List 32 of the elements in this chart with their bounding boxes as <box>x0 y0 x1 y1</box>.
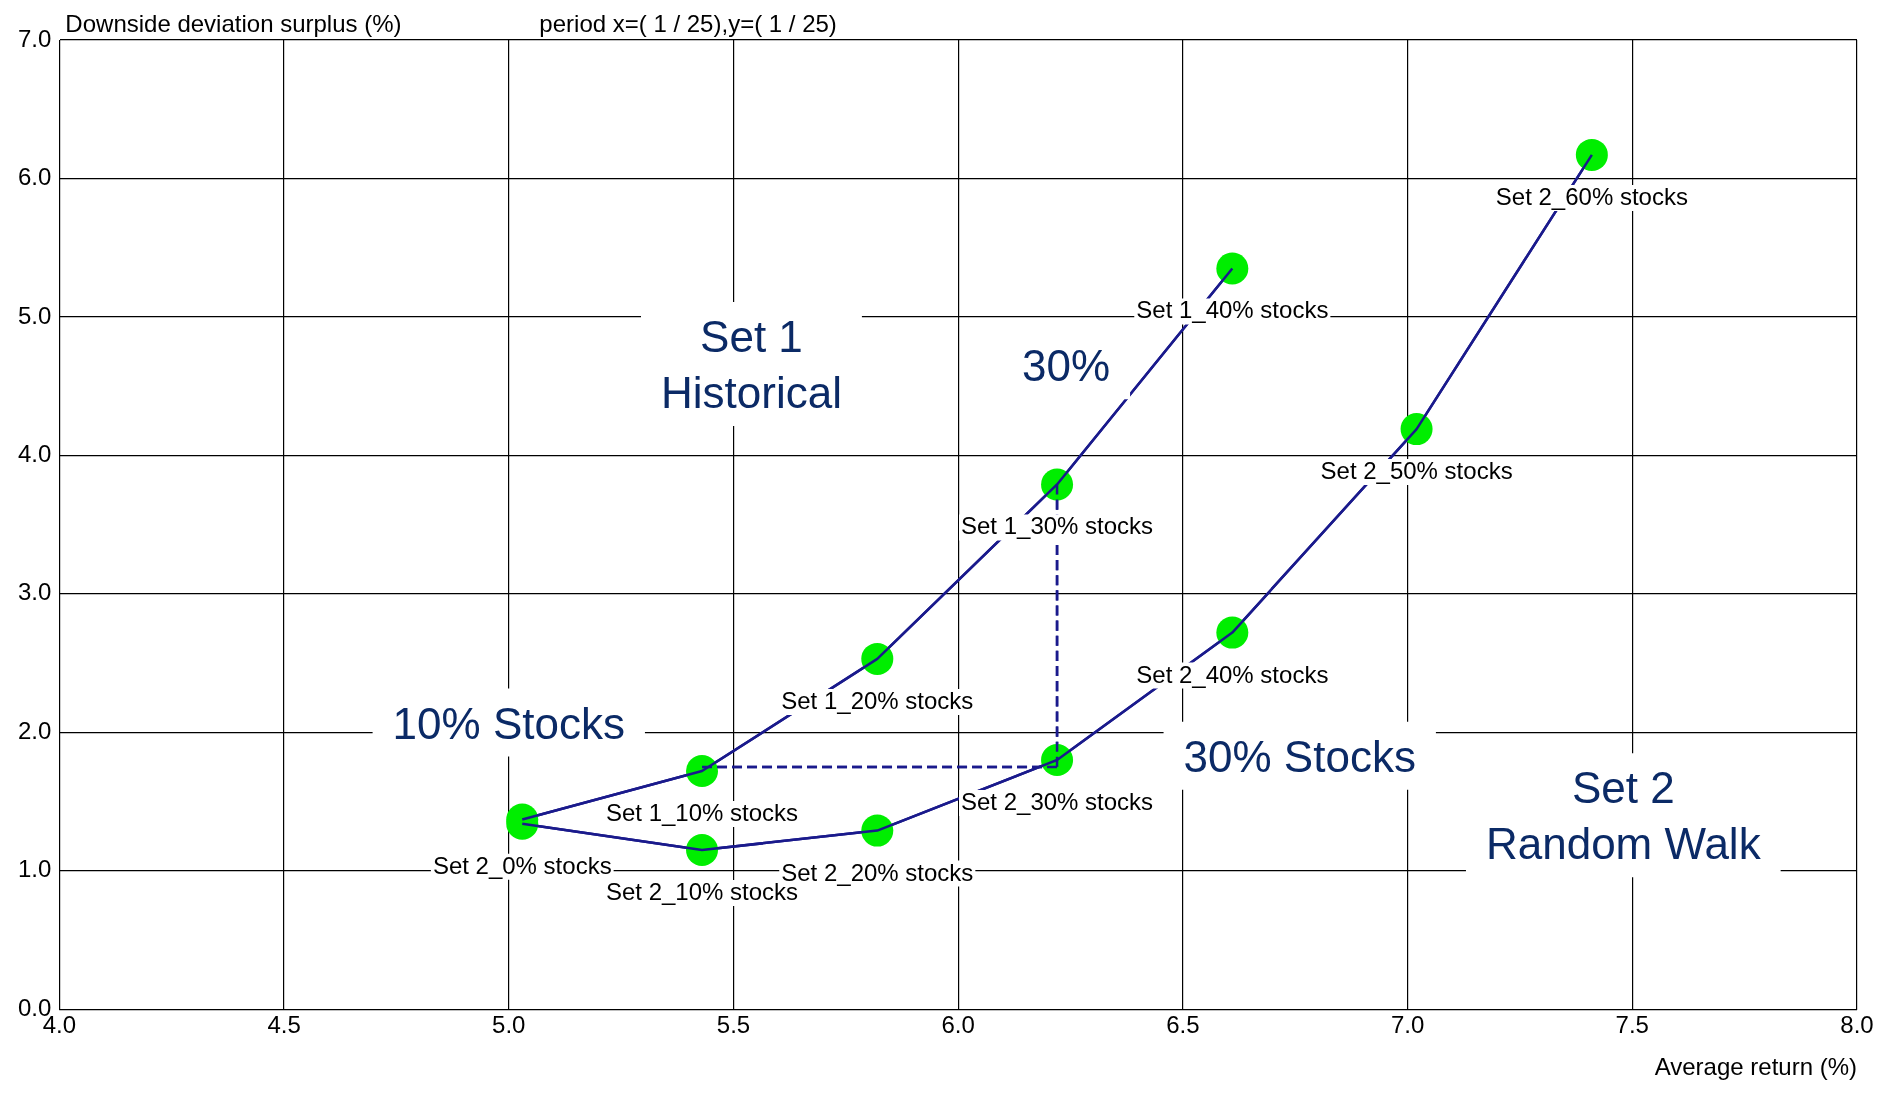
annotation: Set 2_0% stocks <box>432 851 612 879</box>
x-tick-label: 5.5 <box>716 1011 751 1039</box>
annotation: 30% Stocks <box>1183 731 1416 781</box>
y-tick-label: 5.0 <box>17 301 52 329</box>
x-tick-label: 8.0 <box>1840 1011 1874 1039</box>
x-tick-label: 7.5 <box>1615 1011 1649 1039</box>
annotation: Set 2_60% stocks <box>1495 182 1688 210</box>
x-axis-title: Average return (%) <box>1654 1053 1857 1081</box>
chart-title: period x=( 1 / 25),y=( 1 / 25) <box>539 10 837 37</box>
x-tick-label: 7.0 <box>1390 1011 1425 1039</box>
x-tick-label: 4.5 <box>267 1011 301 1039</box>
annotation: 30% <box>1022 341 1111 391</box>
annotation: Set 2_40% stocks <box>1136 660 1329 688</box>
y-axis-title: Downside deviation surplus (%) <box>65 10 402 37</box>
y-tick-label: 2.0 <box>17 716 52 744</box>
y-tick-label: 1.0 <box>17 855 52 883</box>
annotation: Set 2_50% stocks <box>1320 457 1513 485</box>
annotation: Set 1_20% stocks <box>781 686 974 714</box>
y-tick-label: 7.0 <box>17 24 52 52</box>
x-tick-label: 6.0 <box>941 1011 975 1039</box>
x-tick-label: 5.0 <box>492 1011 526 1039</box>
annotation: Set 2 Random Walk <box>1485 763 1762 869</box>
y-tick-label: 4.0 <box>17 440 52 467</box>
annotation: Set 1 Historical <box>660 311 842 417</box>
annotation: Set 1_40% stocks <box>1136 296 1329 324</box>
annotation: Set 1_10% stocks <box>605 799 799 827</box>
x-tick-label: 6.5 <box>1166 1011 1200 1039</box>
annotation: 10% Stocks <box>392 698 625 748</box>
annotation: Set 2_30% stocks <box>961 787 1154 815</box>
annotation: Set 1_30% stocks <box>961 512 1154 540</box>
y-tick-label: 6.0 <box>17 163 52 191</box>
y-tick-label: 3.0 <box>17 578 52 606</box>
